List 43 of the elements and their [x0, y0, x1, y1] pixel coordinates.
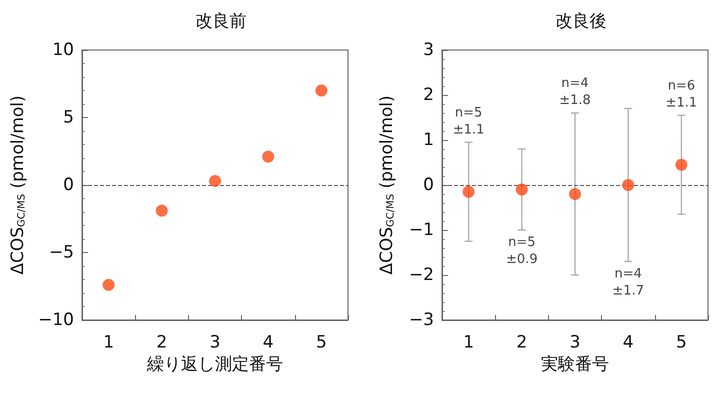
x-tick-label: 2: [156, 332, 168, 352]
x-tick-label: 3: [210, 332, 220, 352]
y-tick-label: 0: [423, 175, 434, 195]
y-tick-label: 5: [63, 108, 74, 128]
y-tick-label: 10: [52, 40, 74, 60]
annotation: n=5 ±0.9: [506, 235, 538, 267]
y-tick-label: −3: [408, 310, 434, 330]
annotation: n=6 ±1.1: [666, 78, 698, 110]
point: [569, 188, 581, 200]
chart-title: 改良前: [196, 12, 246, 32]
point: [516, 184, 528, 196]
y-tick-label: −10: [38, 310, 74, 330]
x-tick-label: 1: [103, 332, 114, 352]
y-tick-label: 2: [423, 85, 434, 105]
x-tick-label: 4: [262, 332, 274, 352]
annotation: n=4 ±1.7: [612, 266, 644, 298]
x-tick-label: 1: [463, 332, 474, 352]
point: [156, 204, 168, 217]
y-axis-title: ΔCOSGC/MS (pmol/mol): [8, 95, 28, 275]
chart-title: 改良後: [556, 12, 606, 32]
y-axis-title: ΔCOSGC/MS (pmol/mol): [377, 95, 397, 275]
annotation: n=4 ±1.8: [559, 76, 591, 108]
y-tick-label: 0: [63, 175, 74, 195]
point: [209, 174, 221, 187]
x-tick-label: 5: [676, 332, 687, 352]
point: [462, 186, 475, 198]
x-tick-label: 3: [570, 332, 580, 352]
x-tick-label: 2: [516, 332, 528, 352]
y-tick-label: −2: [408, 265, 434, 285]
y-tick-label: −5: [48, 242, 74, 262]
point: [102, 278, 115, 291]
x-axis-title: 実験番号: [541, 354, 609, 374]
point: [675, 158, 688, 171]
y-tick-label: −1: [408, 220, 434, 240]
point: [262, 150, 274, 163]
y-tick-label: 1: [423, 130, 434, 150]
y-tick-label: 3: [423, 40, 434, 60]
x-tick-label: 5: [316, 332, 327, 352]
point: [622, 179, 634, 191]
x-tick-label: 4: [622, 332, 634, 352]
annotation: n=5 ±1.1: [452, 105, 484, 138]
point: [315, 84, 328, 96]
x-axis-title: 繰り返し測定番号: [146, 354, 283, 374]
